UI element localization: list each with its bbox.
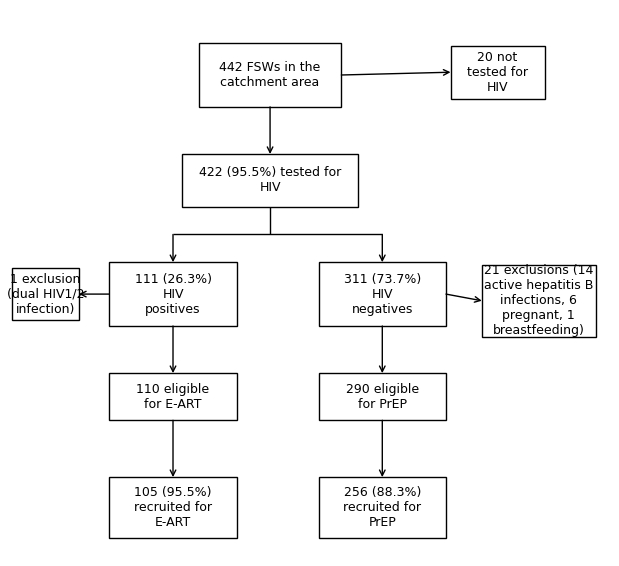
FancyBboxPatch shape xyxy=(182,154,358,207)
FancyBboxPatch shape xyxy=(451,46,545,98)
Text: 105 (95.5%)
recruited for
E-ART: 105 (95.5%) recruited for E-ART xyxy=(134,486,212,529)
Text: 290 eligible
for PrEP: 290 eligible for PrEP xyxy=(346,383,419,411)
Text: 1 exclusion
(dual HIV1/2
infection): 1 exclusion (dual HIV1/2 infection) xyxy=(7,273,84,316)
Text: 111 (26.3%)
HIV
positives: 111 (26.3%) HIV positives xyxy=(134,273,212,316)
FancyBboxPatch shape xyxy=(319,262,446,326)
Text: 422 (95.5%) tested for
HIV: 422 (95.5%) tested for HIV xyxy=(199,166,341,194)
FancyBboxPatch shape xyxy=(12,268,79,320)
FancyBboxPatch shape xyxy=(110,477,236,538)
FancyBboxPatch shape xyxy=(199,43,341,107)
FancyBboxPatch shape xyxy=(319,373,446,421)
Text: 110 eligible
for E-ART: 110 eligible for E-ART xyxy=(136,383,210,411)
FancyBboxPatch shape xyxy=(110,262,236,326)
Text: 21 exclusions (14
active hepatitis B
infections, 6
pregnant, 1
breastfeeding): 21 exclusions (14 active hepatitis B inf… xyxy=(484,264,594,337)
Text: 256 (88.3%)
recruited for
PrEP: 256 (88.3%) recruited for PrEP xyxy=(344,486,422,529)
Text: 442 FSWs in the
catchment area: 442 FSWs in the catchment area xyxy=(220,61,321,89)
FancyBboxPatch shape xyxy=(482,265,596,337)
Text: 311 (73.7%)
HIV
negatives: 311 (73.7%) HIV negatives xyxy=(344,273,421,316)
FancyBboxPatch shape xyxy=(110,373,236,421)
Text: 20 not
tested for
HIV: 20 not tested for HIV xyxy=(467,51,528,94)
FancyBboxPatch shape xyxy=(319,477,446,538)
